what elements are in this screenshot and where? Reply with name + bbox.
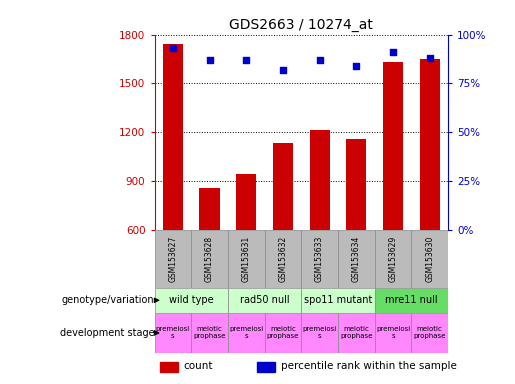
Text: development stage: development stage — [60, 328, 154, 338]
Bar — [228, 313, 265, 353]
Bar — [301, 230, 338, 288]
Bar — [265, 230, 301, 288]
Text: GSM153634: GSM153634 — [352, 235, 361, 282]
Bar — [346, 139, 366, 230]
Bar — [199, 188, 219, 230]
Bar — [273, 144, 293, 230]
Bar — [375, 313, 411, 353]
Point — [389, 49, 397, 55]
Point — [242, 57, 250, 63]
Text: meiotic
prophase: meiotic prophase — [414, 326, 446, 339]
Text: GSM153633: GSM153633 — [315, 235, 324, 282]
Bar — [338, 313, 375, 353]
Bar — [160, 362, 178, 372]
Text: GSM153627: GSM153627 — [168, 235, 177, 282]
Text: premeiosi
s: premeiosi s — [229, 326, 263, 339]
Text: GSM153631: GSM153631 — [242, 235, 251, 282]
Bar — [375, 288, 448, 313]
Text: meiotic
prophase: meiotic prophase — [340, 326, 372, 339]
Text: GSM153628: GSM153628 — [205, 235, 214, 281]
Bar — [420, 59, 440, 230]
Point — [169, 45, 177, 51]
Point — [316, 57, 324, 63]
Bar — [228, 230, 265, 288]
Bar — [163, 44, 183, 230]
Title: GDS2663 / 10274_at: GDS2663 / 10274_at — [229, 18, 373, 32]
Bar — [228, 288, 301, 313]
Text: premeiosi
s: premeiosi s — [376, 326, 410, 339]
Point — [279, 66, 287, 73]
Bar — [383, 62, 403, 230]
Text: meiotic
prophase: meiotic prophase — [193, 326, 226, 339]
Text: percentile rank within the sample: percentile rank within the sample — [281, 361, 457, 371]
Bar — [258, 362, 275, 372]
Bar — [236, 174, 256, 230]
Bar — [265, 313, 301, 353]
Bar — [191, 230, 228, 288]
Bar — [338, 230, 375, 288]
Text: wild type: wild type — [169, 295, 214, 305]
Text: mre11 null: mre11 null — [385, 295, 438, 305]
Bar — [411, 313, 448, 353]
Bar — [375, 230, 411, 288]
Text: GSM153632: GSM153632 — [279, 235, 287, 282]
Point — [205, 57, 214, 63]
Text: premeiosi
s: premeiosi s — [302, 326, 337, 339]
Bar — [154, 230, 191, 288]
Text: count: count — [184, 361, 213, 371]
Text: spo11 mutant: spo11 mutant — [304, 295, 372, 305]
Text: premeiosi
s: premeiosi s — [156, 326, 190, 339]
Bar — [301, 288, 375, 313]
Bar — [154, 313, 191, 353]
Bar — [191, 313, 228, 353]
Text: GSM153630: GSM153630 — [425, 235, 434, 282]
Point — [425, 55, 434, 61]
Point — [352, 63, 360, 69]
Bar — [411, 230, 448, 288]
Text: genotype/variation: genotype/variation — [62, 295, 154, 305]
Bar — [310, 131, 330, 230]
Bar — [154, 288, 228, 313]
Text: meiotic
prophase: meiotic prophase — [267, 326, 299, 339]
Bar — [301, 313, 338, 353]
Text: rad50 null: rad50 null — [240, 295, 289, 305]
Text: GSM153629: GSM153629 — [388, 235, 398, 282]
